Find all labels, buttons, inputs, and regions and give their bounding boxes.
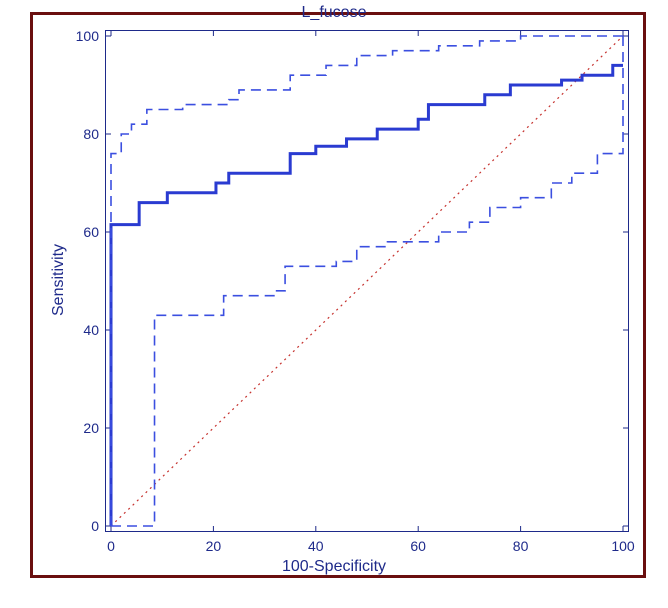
diagonal-reference-line: [111, 36, 623, 526]
x-tick-label: 80: [513, 538, 529, 554]
chart-title: L_fucose: [0, 4, 668, 22]
x-tick-label: 60: [410, 538, 426, 554]
x-tick-label: 20: [206, 538, 222, 554]
y-tick-label: 20: [65, 420, 99, 436]
x-axis-label: 100-Specificity: [0, 558, 668, 576]
x-tick-label: 0: [107, 538, 115, 554]
series-roc_main: [111, 65, 623, 526]
x-tick-label: 40: [308, 538, 324, 554]
roc-chart: L_fucose Sensitivity 100-Specificity 0 20…: [0, 0, 668, 608]
y-tick-label: 40: [65, 322, 99, 338]
y-axis-label: Sensitivity: [50, 244, 68, 316]
y-tick-label: 80: [65, 126, 99, 142]
plot-svg: [105, 30, 629, 532]
plot-area: [105, 30, 629, 532]
y-tick-label: 100: [65, 28, 99, 44]
x-tick-label: 100: [611, 538, 634, 554]
y-tick-label: 60: [65, 224, 99, 240]
y-tick-label: 0: [65, 518, 99, 534]
